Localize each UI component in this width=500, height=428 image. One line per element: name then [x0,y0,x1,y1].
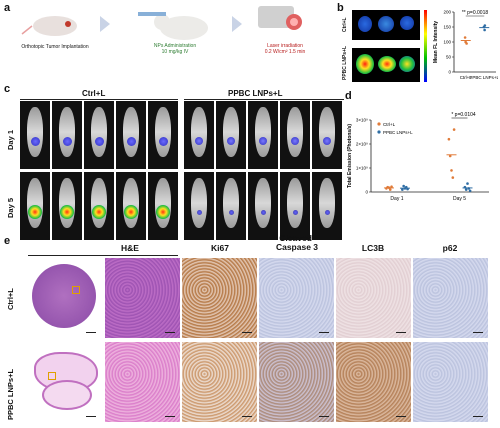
histology-image [259,258,334,338]
mouse-image [280,101,310,169]
histology-image [336,258,411,338]
b-ytick-label: 50 [446,55,452,60]
histology-image [259,342,334,422]
b-point [483,29,486,32]
d-legend-label: Ctrl+L [383,122,396,127]
d-ytick-label: 0 [365,190,368,195]
histology-image [413,258,488,338]
b-ylabel: Mean FL Intensity [433,21,439,63]
c-row1-label: Day 1 [6,130,15,150]
d-point [450,169,453,172]
d-point [448,138,451,141]
d-ylabel: Total Emission (Photons/s) [347,124,353,188]
mouse-illustration-2 [132,2,222,44]
chart-b: 0 50 100 150 200 Mean FL Intensity Ctrl+LPPBC … [432,4,498,104]
c-group2-label: PPBC LNPs+L [228,89,282,98]
e-row2-label: PPBC LNPs+L [6,369,15,420]
e-col3-header: Cleaved-Caspase 3 [262,234,332,252]
mouse-image [84,101,114,169]
panel-label-c: c [4,83,10,95]
e-col2-header: Ki67 [185,244,255,253]
b-xtick-label: PPBC LNPs+L [469,75,498,80]
mouse-image [312,101,342,169]
d-ytick-label: 1×10⁹ [356,166,368,171]
c-group1-underline [20,99,178,100]
mouse-image [52,101,82,169]
mouse-image [184,172,214,240]
b-row2-label: PPBC LNPs+L [342,46,348,80]
mouse-image [312,172,342,240]
e-col4-header: LC3B [338,244,408,253]
histology-image [413,342,488,422]
step2-line2: 10 mg/kg IV [125,49,225,55]
mouse-image [20,172,50,240]
d-ytick-label: 2×10⁹ [356,142,368,147]
histology-image [105,258,180,338]
d-point [401,188,404,191]
histology-image [182,342,257,422]
mouse-image [280,172,310,240]
d-legend-marker [377,130,380,133]
d-point [469,190,472,193]
e-col1-header: H&E [100,244,160,253]
mouse-image [184,101,214,169]
e-row1-label: Ctrl+L [6,288,15,310]
d-point [465,188,468,191]
mouse-image [84,172,114,240]
d-point [452,176,455,179]
step3-line2: 0.2 W/cm² 1.5 min [245,49,325,55]
step1-label: Orthotopic Tumor Implantation [10,44,100,50]
e-he-underline [28,255,178,256]
mouse-image [148,101,178,169]
arrow-2 [232,16,242,32]
b-ytick-label: 200 [443,10,451,15]
laser-illustration [252,2,322,44]
b-ytick-label: 0 [448,70,451,75]
b-point [464,36,467,39]
mouse-image [116,172,146,240]
b-point [465,42,468,45]
b-image-ppbc [352,48,420,82]
e-he-overview-ctrl [28,258,103,338]
arrow-1 [100,16,110,32]
mouse-image [148,172,178,240]
panel-label-e: e [4,235,10,247]
d-point [466,182,469,185]
d-xtick-label: Day 1 [390,196,403,202]
mouse-image [248,101,278,169]
panel-label-a: a [4,2,10,14]
d-point [402,185,405,188]
d-point [389,188,392,191]
b-row1-label: Ctrl+L [342,17,348,32]
mouse-image [216,172,246,240]
c-row2-label: Day 5 [6,198,15,218]
mouse-image [52,172,82,240]
b-sig-label: ** p=0.0018 [462,10,488,16]
d-ytick-label: 3×10⁹ [356,118,368,123]
b-ytick-label: 150 [443,25,451,30]
d-point [453,128,456,131]
d-xtick-label: Day 5 [453,196,466,202]
d-legend-label: PPBC LNPs+L [383,130,413,135]
e-col5-header: p62 [415,244,485,253]
mouse-image [248,172,278,240]
mouse-image [20,101,50,169]
panel-label-b: b [337,2,344,14]
c-group1-label: Ctrl+L [82,89,105,98]
d-legend-marker [377,122,380,125]
mouse-image [116,101,146,169]
c-group2-underline [184,99,344,100]
b-ytick-label: 100 [443,40,451,45]
mouse-image [216,101,246,169]
chart-d: 0 1×10⁹ 2×10⁹ 3×10⁹Total Emission (Photons/… [345,100,497,230]
histology-image [105,342,180,422]
b-image-ctrl [352,10,420,40]
mouse-illustration-1 [20,4,90,44]
e-he-overview-ppbc [28,342,103,422]
b-point [484,24,487,27]
histology-image [336,342,411,422]
b-colorbar [424,10,427,82]
histology-image [182,258,257,338]
d-sig-label: * p=0.0104 [451,112,476,118]
